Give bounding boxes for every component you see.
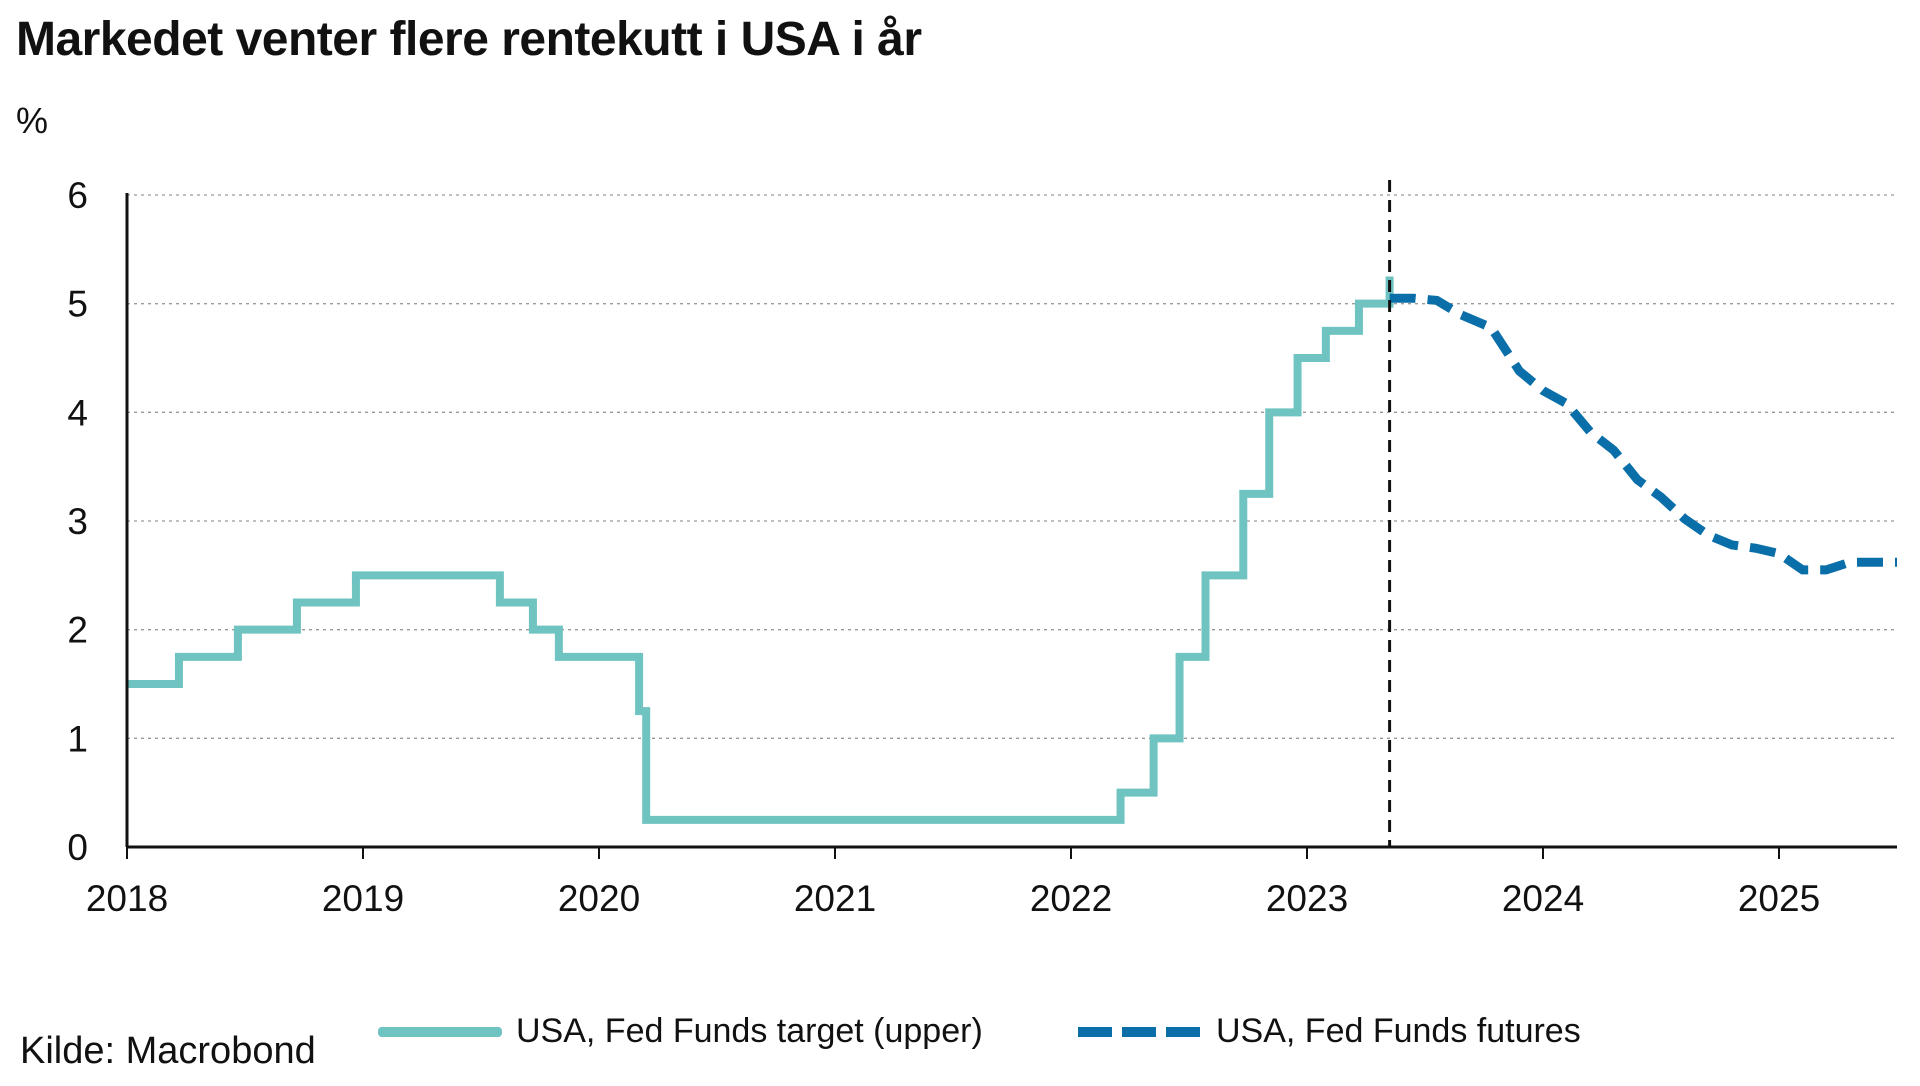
tick-labels: 0 1 2 3 4 5 6 2018 2019 2020 2021 2022 2023 2024 2025 <box>67 175 1820 919</box>
legend-solid-line-icon <box>378 1026 502 1037</box>
x-tick-label: 2021 <box>794 878 876 919</box>
series-line-1 <box>1389 293 1897 575</box>
legend-item-futures: USA, Fed Funds futures <box>1078 1012 1581 1051</box>
source-note: Kilde: Macrobond <box>20 1030 316 1072</box>
legend-label-target: USA, Fed Funds target (upper) <box>516 1012 983 1050</box>
y-tick-label: 2 <box>67 610 88 651</box>
x-tick-label: 2024 <box>1502 878 1584 919</box>
series-marks <box>127 180 1897 847</box>
y-axis-unit: % <box>16 100 49 141</box>
y-tick-label: 3 <box>67 501 88 542</box>
x-tick-label: 2023 <box>1266 878 1348 919</box>
y-tick-label: 6 <box>67 175 88 216</box>
y-tick-label: 5 <box>67 284 88 325</box>
x-tick-label: 2019 <box>322 878 404 919</box>
legend-item-target: USA, Fed Funds target (upper) <box>378 1012 983 1051</box>
axes <box>125 193 1897 859</box>
line-chart: 0 1 2 3 4 5 6 2018 2019 2020 2021 2022 2023 2024 2025 <box>67 175 1897 919</box>
x-tick-label: 2020 <box>558 878 640 919</box>
series-line-0 <box>127 276 1394 824</box>
legend-dashed-line-icon <box>1078 1026 1202 1037</box>
y-tick-label: 0 <box>67 827 88 868</box>
x-tick-label: 2018 <box>86 878 168 919</box>
legend-label-futures: USA, Fed Funds futures <box>1216 1012 1581 1050</box>
chart-title: Markedet venter flere rentekutt i USA i … <box>16 13 922 66</box>
grid-lines <box>127 194 1897 739</box>
x-tick-label: 2022 <box>1030 878 1112 919</box>
y-tick-label: 4 <box>67 392 88 433</box>
y-tick-label: 1 <box>67 718 88 759</box>
x-tick-label: 2025 <box>1738 878 1820 919</box>
